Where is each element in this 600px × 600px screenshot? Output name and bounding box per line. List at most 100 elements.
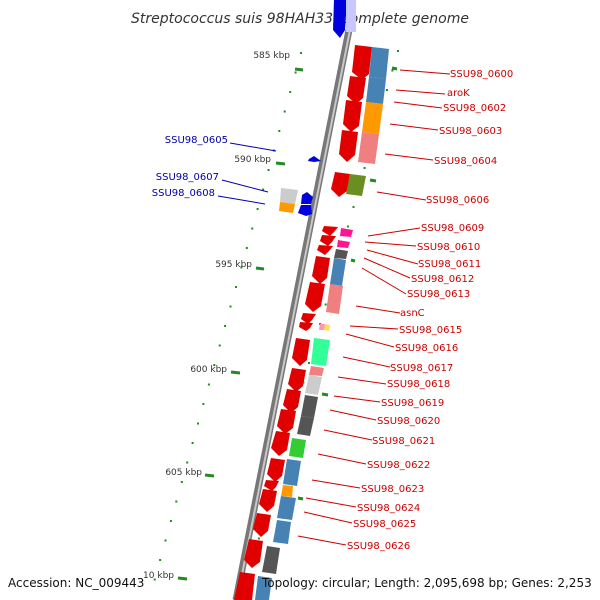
forward-gene-0609[interactable]: [322, 226, 338, 236]
gene-label-ssu98-0626[interactable]: SSU98_0626: [347, 541, 410, 552]
reverse-gene-0608[interactable]: [298, 205, 312, 216]
scale-dot-outer: [397, 50, 399, 52]
gene-label-ssu98-0615[interactable]: SSU98_0615: [399, 325, 462, 336]
forward-gene-0625[interactable]: [253, 513, 271, 537]
genome-backbone: [232, 29, 353, 600]
forward-gene-0620[interactable]: [277, 409, 296, 434]
scale-dot: [278, 130, 281, 132]
gene-label-ssu98-0606[interactable]: SSU98_0606: [426, 195, 489, 206]
gene-label-ssu98-0607[interactable]: SSU98_0607: [156, 172, 219, 183]
scale-dot: [164, 539, 167, 542]
gene-label-asnc[interactable]: asnC: [400, 308, 425, 319]
gene-label-ssu98-0620[interactable]: SSU98_0620: [377, 416, 440, 427]
topology-value: circular: [321, 576, 367, 590]
scale-dot: [207, 383, 210, 386]
gene-label-ssu98-0610[interactable]: SSU98_0610: [417, 242, 480, 253]
forward-gene-0612[interactable]: [312, 256, 330, 284]
kbp-tick-590: 590 kbp: [234, 155, 286, 166]
forward-gene-0600[interactable]: [352, 45, 372, 80]
forward-gene-0624[interactable]: [259, 489, 277, 512]
forward-gene-0602[interactable]: [343, 100, 362, 132]
map-title: Streptococcus suis 98HAH33, complete gen…: [131, 11, 469, 27]
forward-gene-0606[interactable]: [331, 172, 350, 197]
accession-prefix: Accession:: [8, 576, 72, 590]
scale-dot: [202, 403, 205, 405]
kbp-tick-600: 600 kbp: [190, 365, 241, 375]
gene-label-ssu98-0621[interactable]: SSU98_0621: [372, 436, 435, 447]
scale-dot-outer: [385, 89, 388, 91]
gene-label-ssu98-0622[interactable]: SSU98_0622: [367, 460, 430, 471]
gene-label-ssu98-0608[interactable]: SSU98_0608: [152, 188, 215, 199]
forward-gene-0626[interactable]: [244, 539, 263, 568]
reverse-gene-0605[interactable]: [308, 156, 321, 162]
scale-dot: [245, 247, 248, 249]
kbp-label-605: 605 kbp: [165, 468, 202, 478]
gene-label-ssu98-0619[interactable]: SSU98_0619: [381, 398, 444, 409]
scale-dot: [169, 520, 172, 522]
gene-label-ssu98-0618[interactable]: SSU98_0618: [387, 379, 450, 390]
gene-label-ssu98-0609[interactable]: SSU98_0609: [421, 223, 484, 234]
gene-label-ssu98-0603[interactable]: SSU98_0603: [439, 126, 502, 137]
forward-gene-0615[interactable]: [299, 322, 313, 331]
scale-dot: [256, 208, 259, 210]
accession-value: NC_009443: [75, 576, 145, 590]
scale-dot: [289, 91, 292, 93]
scale-dot: [218, 344, 221, 347]
forward-gene-0610[interactable]: [320, 235, 336, 246]
reverse-gene-top[interactable]: [333, 0, 347, 38]
forward-gene-0623[interactable]: [264, 480, 279, 491]
gene-label-ssu98-0624[interactable]: SSU98_0624: [357, 503, 420, 514]
leaders-right: [297, 69, 451, 546]
scale-dot: [153, 578, 156, 581]
genes-prefix: Genes:: [511, 576, 554, 590]
gene-label-ssu98-0625[interactable]: SSU98_0625: [353, 519, 416, 530]
length-value: 2,095,698 bp: [423, 576, 504, 590]
gene-label-ssu98-0604[interactable]: SSU98_0604: [434, 156, 497, 167]
scale-dot-outer: [391, 69, 394, 72]
gene-label-arok[interactable]: aroK: [447, 88, 470, 99]
genome-info: Topology: circular; Length: 2,095,698 bp…: [262, 576, 592, 590]
gene-label-ssu98-0605[interactable]: SSU98_0605: [165, 135, 228, 146]
gene-label-ssu98-0613[interactable]: SSU98_0613: [407, 289, 470, 300]
forward-gene-arok[interactable]: [347, 76, 366, 104]
scale-dot: [175, 500, 178, 503]
forward-gene-0618[interactable]: [288, 368, 306, 392]
scale-dot-outer: [363, 167, 366, 169]
scale-dot: [180, 481, 183, 483]
scale-dot: [262, 188, 265, 191]
scale-dots: [153, 50, 399, 581]
kbp-label-610: 10 kbp: [143, 571, 174, 581]
cog-box-top: [346, 0, 356, 32]
gene-label-ssu98-0623[interactable]: SSU98_0623: [361, 484, 424, 495]
forward-gene-asnc[interactable]: [301, 313, 316, 324]
scale-dot: [229, 305, 232, 308]
scale-dot-outer: [257, 537, 260, 540]
scale-dot-outer: [308, 362, 310, 364]
scale-dot-outer: [346, 225, 349, 228]
forward-gene-0621[interactable]: [271, 431, 290, 456]
forward-gene-0617[interactable]: [292, 338, 310, 366]
gene-label-ssu98-0602[interactable]: SSU98_0602: [443, 103, 506, 114]
leaders-left: [217, 142, 277, 205]
scale-dot-outer: [352, 206, 355, 208]
scale-dot: [186, 461, 189, 464]
gene-label-ssu98-0616[interactable]: SSU98_0616: [395, 343, 458, 354]
forward-gene-0603[interactable]: [339, 130, 358, 162]
forward-gene-0622[interactable]: [267, 458, 285, 482]
forward-gene-partial[interactable]: [234, 572, 255, 600]
scale-dot-outer: [324, 303, 327, 306]
gene-label-ssu98-0617[interactable]: SSU98_0617: [390, 363, 453, 374]
gene-label-ssu98-0600[interactable]: SSU98_0600: [450, 69, 513, 80]
forward-gene-0619[interactable]: [283, 389, 301, 413]
scale-dot: [267, 169, 270, 171]
reverse-gene-0607[interactable]: [301, 192, 313, 204]
gene-label-ssu98-0611[interactable]: SSU98_0611: [418, 259, 481, 270]
gene-ticks: [297, 66, 398, 501]
gene-label-ssu98-0612[interactable]: SSU98_0612: [411, 274, 474, 285]
kbp-tick-605: 605 kbp: [165, 468, 215, 478]
forward-gene-0611[interactable]: [317, 245, 333, 255]
scale-dot: [240, 266, 243, 269]
scale-dot: [191, 442, 194, 444]
forward-gene-0613[interactable]: [305, 282, 325, 312]
